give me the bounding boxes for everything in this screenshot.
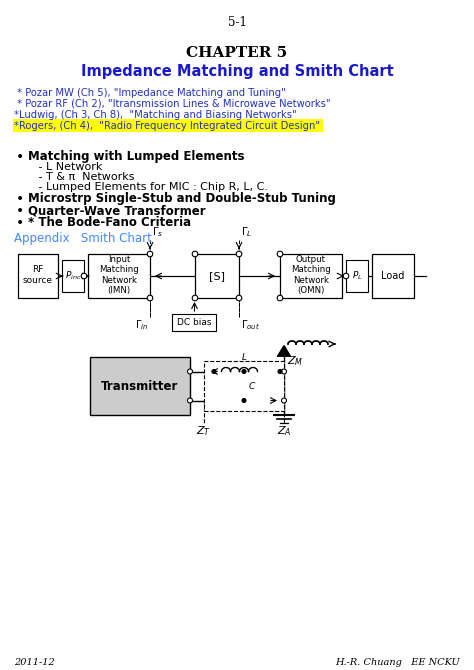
Text: * Pozar MW (Ch 5), "Impedance Matching and Tuning": * Pozar MW (Ch 5), "Impedance Matching a…: [14, 88, 286, 98]
Polygon shape: [278, 346, 290, 356]
Text: CHAPTER 5: CHAPTER 5: [186, 46, 288, 60]
Circle shape: [277, 295, 283, 301]
Bar: [173, 314, 217, 331]
Circle shape: [192, 251, 198, 257]
Text: Input
Matching
Network
(IMN): Input Matching Network (IMN): [99, 255, 139, 295]
Text: $\Gamma_{in}$: $\Gamma_{in}$: [135, 318, 148, 332]
Circle shape: [282, 398, 286, 403]
Text: Quarter-Wave Transformer: Quarter-Wave Transformer: [28, 204, 206, 217]
Circle shape: [278, 369, 282, 373]
Text: Matching with Lumped Elements: Matching with Lumped Elements: [28, 150, 245, 163]
Circle shape: [236, 251, 242, 257]
Text: H.-R. Chuang   EE NCKU: H.-R. Chuang EE NCKU: [335, 658, 460, 667]
Text: $Z_T$: $Z_T$: [196, 425, 211, 438]
Text: $P_{inc}$: $P_{inc}$: [65, 270, 82, 282]
Circle shape: [343, 273, 349, 279]
Text: $\Gamma_L$: $\Gamma_L$: [241, 225, 253, 239]
Text: $\Gamma_{out}$: $\Gamma_{out}$: [241, 318, 260, 332]
Text: - T & π  Networks: - T & π Networks: [28, 172, 135, 182]
Circle shape: [277, 251, 283, 257]
Circle shape: [147, 295, 153, 301]
Bar: [195, 254, 239, 298]
Text: - L Network: - L Network: [28, 162, 102, 172]
Text: Impedance Matching and Smith Chart: Impedance Matching and Smith Chart: [81, 64, 393, 79]
Text: - Lumped Elements for MIC : Chip R, L, C.: - Lumped Elements for MIC : Chip R, L, C…: [28, 182, 268, 192]
Text: Appendix   Smith Chart: Appendix Smith Chart: [14, 232, 152, 245]
Bar: [90, 357, 190, 415]
Text: 5-1: 5-1: [228, 16, 246, 29]
Text: * The Bode-Fano Criteria: * The Bode-Fano Criteria: [28, 216, 191, 229]
Text: Microstrp Single-Stub and Double-Stub Tuning: Microstrp Single-Stub and Double-Stub Tu…: [28, 192, 336, 205]
Text: RF
source: RF source: [23, 265, 53, 285]
Text: 2011-12: 2011-12: [14, 658, 55, 667]
Text: Output
Matching
Network
(OMN): Output Matching Network (OMN): [291, 255, 331, 295]
Circle shape: [212, 369, 216, 373]
Text: DC bias: DC bias: [177, 318, 212, 327]
Text: $Z_M$: $Z_M$: [287, 354, 303, 368]
Text: *Ludwig, (Ch 3, Ch 8),  "Matching and Biasing Networks": *Ludwig, (Ch 3, Ch 8), "Matching and Bia…: [14, 110, 297, 120]
Bar: [18, 254, 58, 298]
Text: •: •: [16, 216, 24, 230]
Bar: [280, 254, 342, 298]
Bar: [372, 254, 414, 298]
Text: •: •: [16, 204, 24, 218]
Text: $P_L$: $P_L$: [352, 270, 362, 282]
Circle shape: [242, 369, 246, 373]
Bar: [346, 260, 368, 292]
Text: [S]: [S]: [209, 271, 225, 281]
Text: L: L: [241, 352, 246, 362]
Text: $Z_A$: $Z_A$: [277, 425, 292, 438]
Text: Transmitter: Transmitter: [101, 379, 179, 393]
FancyBboxPatch shape: [13, 119, 323, 132]
Text: •: •: [16, 150, 24, 164]
Circle shape: [282, 369, 286, 374]
Text: *Rogers, (Ch 4),  "Radio Frequency Integrated Circuit Design": *Rogers, (Ch 4), "Radio Frequency Integr…: [14, 121, 320, 131]
Bar: [204, 361, 284, 411]
Text: $\Gamma_s$: $\Gamma_s$: [152, 225, 164, 239]
Bar: [88, 254, 150, 298]
Circle shape: [188, 369, 192, 374]
Circle shape: [147, 251, 153, 257]
Circle shape: [242, 399, 246, 403]
Circle shape: [236, 295, 242, 301]
Text: C: C: [249, 382, 255, 391]
Text: Load: Load: [381, 271, 405, 281]
Circle shape: [81, 273, 87, 279]
Bar: [62, 260, 84, 292]
Circle shape: [192, 295, 198, 301]
Text: •: •: [16, 192, 24, 206]
Text: * Pozar RF (Ch 2), "Itransmission Lines & Microwave Networks": * Pozar RF (Ch 2), "Itransmission Lines …: [14, 99, 331, 109]
Circle shape: [188, 398, 192, 403]
